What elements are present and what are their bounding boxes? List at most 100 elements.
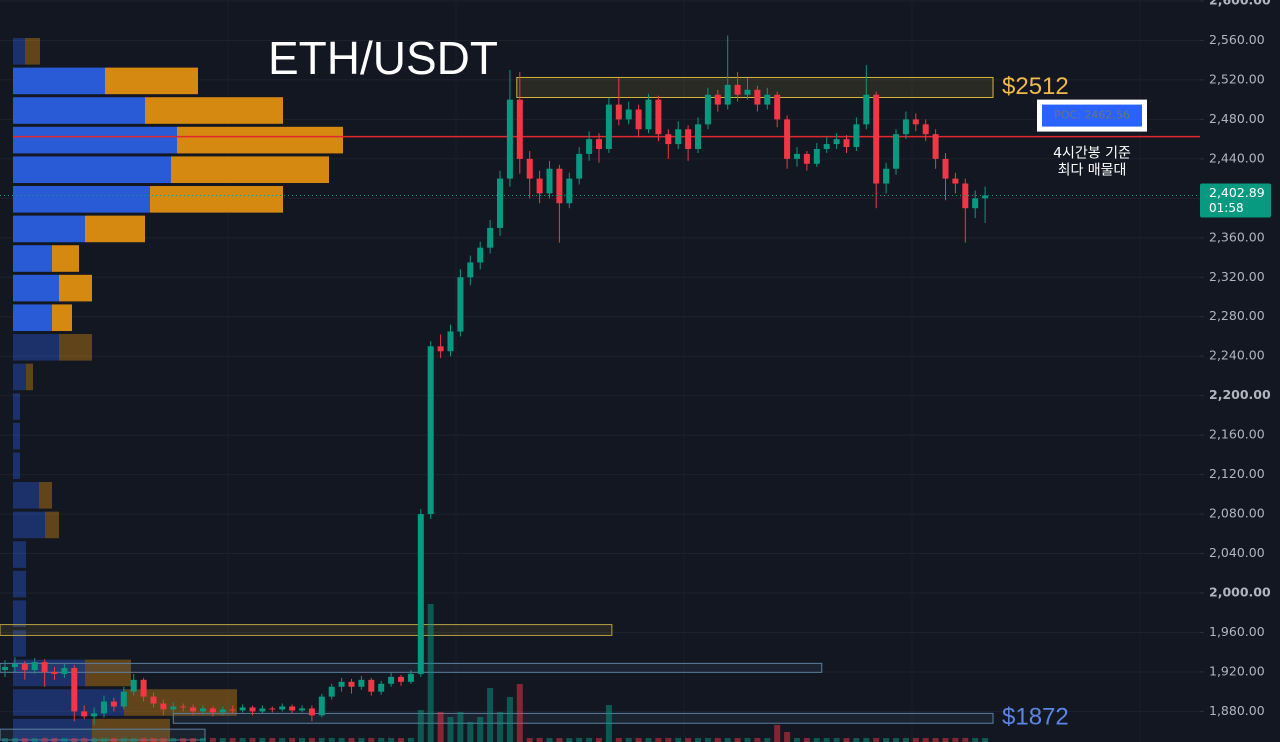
volume-bar bbox=[328, 738, 335, 742]
profile-buy bbox=[13, 393, 20, 420]
profile-buy bbox=[13, 215, 85, 243]
candle-body bbox=[714, 94, 721, 105]
profile-sell bbox=[26, 363, 33, 391]
volume-bar bbox=[299, 738, 305, 742]
volume-bar bbox=[803, 738, 810, 742]
profile-buy bbox=[13, 541, 26, 568]
volume-bar bbox=[427, 604, 434, 742]
candle-body bbox=[625, 109, 632, 120]
profile-sell bbox=[92, 718, 170, 742]
profile-buy bbox=[13, 511, 45, 539]
candle-body bbox=[665, 134, 672, 145]
candle-body bbox=[299, 708, 305, 711]
volume-bar bbox=[200, 738, 206, 742]
volume-bar bbox=[883, 738, 890, 742]
volume-bar bbox=[665, 738, 672, 742]
profile-sell bbox=[59, 334, 92, 361]
candle-body bbox=[190, 707, 197, 712]
candle-body bbox=[912, 119, 919, 125]
volume-bar bbox=[2, 738, 8, 742]
volume-bar bbox=[150, 738, 157, 742]
volume-bar bbox=[932, 738, 939, 742]
candle-body bbox=[556, 168, 563, 204]
volume-bar bbox=[318, 738, 325, 742]
candle-body bbox=[566, 178, 573, 204]
y-tick-label: 1,960.00 bbox=[1209, 624, 1265, 639]
candle-body bbox=[219, 709, 226, 713]
profile-sell bbox=[39, 482, 52, 509]
profile-buy bbox=[13, 600, 26, 628]
candle-body bbox=[31, 662, 38, 670]
profile-sell bbox=[177, 126, 343, 154]
volume-bar bbox=[249, 738, 256, 742]
y-tick-label: 2,560.00 bbox=[1209, 32, 1265, 47]
volume-bar bbox=[190, 738, 197, 742]
candle-body bbox=[407, 673, 414, 682]
candle-body bbox=[774, 94, 781, 120]
candle-body bbox=[318, 696, 325, 716]
candle-body bbox=[239, 707, 246, 711]
candle-body bbox=[348, 681, 355, 687]
profile-buy bbox=[13, 38, 25, 65]
poc-note: 최다 매물대 bbox=[1058, 163, 1127, 179]
profile-sell bbox=[105, 67, 198, 95]
volume-bar bbox=[398, 738, 404, 742]
volume-bar bbox=[516, 684, 523, 742]
volume-bar bbox=[101, 738, 107, 742]
candle-body bbox=[447, 331, 454, 352]
candle-body bbox=[803, 153, 810, 164]
y-tick-label: 2,320.00 bbox=[1209, 269, 1265, 284]
profile-sell bbox=[85, 659, 131, 687]
candle-body bbox=[140, 679, 147, 697]
poc-label-box bbox=[1042, 104, 1142, 127]
volume-bar bbox=[388, 738, 395, 742]
candle-body bbox=[338, 681, 345, 687]
volume-bar bbox=[71, 738, 78, 742]
volume-bar bbox=[259, 738, 266, 742]
volume-bar bbox=[794, 738, 800, 742]
volume-bar bbox=[110, 738, 117, 742]
candle-body bbox=[972, 198, 979, 209]
candle-body bbox=[843, 139, 850, 148]
volume-bar bbox=[487, 688, 494, 742]
candle-body bbox=[328, 686, 335, 697]
candle-body bbox=[506, 99, 513, 179]
candle-body bbox=[695, 124, 701, 149]
volume-bar bbox=[962, 738, 969, 742]
candle-body bbox=[467, 262, 474, 278]
candle-body bbox=[110, 701, 117, 707]
profile-buy bbox=[13, 482, 39, 509]
profile-sell bbox=[171, 156, 329, 184]
candle-body bbox=[170, 706, 177, 710]
volume-bar bbox=[120, 738, 127, 742]
candle-body bbox=[81, 711, 88, 717]
chart-title: ETH/USDT bbox=[268, 32, 498, 84]
volume-bar bbox=[853, 738, 860, 742]
volume-bar bbox=[843, 738, 850, 742]
poc-note: 4시간봉 기준 bbox=[1053, 146, 1131, 162]
candle-body bbox=[962, 183, 969, 209]
profile-sell bbox=[52, 304, 72, 332]
profile-sell bbox=[52, 245, 79, 272]
volume-bar bbox=[91, 738, 98, 742]
candle-body bbox=[685, 129, 692, 149]
volume-bar bbox=[308, 738, 315, 742]
zone-box bbox=[0, 624, 613, 636]
volume-bar bbox=[982, 738, 989, 742]
candle-body bbox=[645, 99, 652, 130]
volume-bar bbox=[289, 738, 296, 742]
volume-bar bbox=[556, 738, 563, 742]
candle-body bbox=[180, 706, 187, 708]
candle-body bbox=[71, 667, 78, 712]
volume-bar bbox=[447, 717, 454, 742]
volume-bar bbox=[625, 738, 632, 742]
candle-body bbox=[497, 178, 503, 228]
volume-bar bbox=[526, 738, 533, 742]
volume-bar bbox=[605, 705, 612, 742]
volume-bar bbox=[675, 738, 682, 742]
candle-body bbox=[853, 124, 860, 148]
profile-sell bbox=[45, 511, 59, 539]
profile-sell bbox=[150, 186, 283, 213]
price-tag bbox=[1200, 183, 1271, 218]
